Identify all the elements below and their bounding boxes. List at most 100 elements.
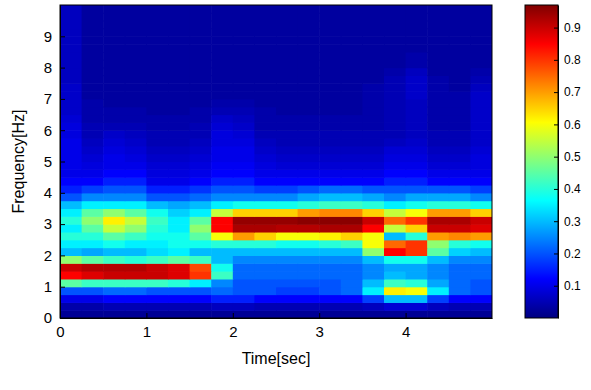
heat-cell (190, 208, 212, 216)
heat-cell (427, 287, 449, 295)
heat-cell (276, 107, 298, 115)
heat-cell (319, 130, 341, 138)
heat-cell (233, 107, 255, 115)
heat-cell (125, 248, 147, 256)
heat-cell (233, 13, 255, 21)
heat-cell (146, 36, 168, 44)
heat-cell (470, 255, 492, 263)
heat-cell (60, 83, 82, 91)
heat-cell (146, 130, 168, 138)
heat-cell (254, 107, 276, 115)
heat-cell (298, 146, 320, 154)
heat-cell (298, 224, 320, 232)
heat-cell (319, 162, 341, 170)
tick-mark (319, 313, 320, 318)
heat-cell (190, 21, 212, 29)
heat-cell (233, 115, 255, 123)
heat-cell (103, 302, 125, 310)
heat-cell (276, 122, 298, 130)
heat-cell (319, 146, 341, 154)
heat-cell (384, 146, 406, 154)
heat-cell (168, 208, 190, 216)
heat-cell (470, 146, 492, 154)
heat-cell (233, 83, 255, 91)
heat-cell (406, 295, 428, 303)
cells (60, 5, 492, 318)
heat-cell (298, 240, 320, 248)
heat-cell (384, 271, 406, 279)
heat-cell (362, 5, 384, 13)
heat-cell (211, 201, 233, 209)
heat-cell (211, 122, 233, 130)
heat-cell (384, 310, 406, 318)
heat-cell (190, 295, 212, 303)
tick-label: 4 (402, 323, 410, 340)
heat-cell (362, 295, 384, 303)
heat-cell (341, 310, 363, 318)
heat-cell (470, 169, 492, 177)
heat-cell (60, 122, 82, 130)
heat-cell (298, 122, 320, 130)
heat-cell (406, 193, 428, 201)
heat-cell (190, 216, 212, 224)
heat-cell (406, 130, 428, 138)
tick-label: 5 (44, 153, 52, 170)
heat-cell (276, 193, 298, 201)
heat-cell (319, 75, 341, 83)
heat-cell (470, 68, 492, 76)
heat-cell (190, 240, 212, 248)
heat-cell (406, 201, 428, 209)
tick: 0.7 (554, 85, 581, 99)
heat-cell (82, 310, 104, 318)
heat-cell (319, 216, 341, 224)
heat-cell (190, 130, 212, 138)
heat-cell (406, 138, 428, 146)
heat-cell (103, 91, 125, 99)
heat-cell (254, 232, 276, 240)
heat-cell (470, 310, 492, 318)
heat-cell (82, 154, 104, 162)
heat-cell (362, 169, 384, 177)
heat-cell (341, 185, 363, 193)
heat-cell (125, 28, 147, 36)
heat-cell (103, 255, 125, 263)
heat-cell (341, 248, 363, 256)
heat-cell (82, 208, 104, 216)
heat-cell (168, 310, 190, 318)
heat-cell (125, 115, 147, 123)
heat-cell (449, 271, 471, 279)
heat-cell (190, 107, 212, 115)
heat-cell (82, 122, 104, 130)
heat-cell (60, 248, 82, 256)
heat-cell (406, 36, 428, 44)
heat-cell (276, 115, 298, 123)
heat-cell (125, 279, 147, 287)
heat-cell (168, 138, 190, 146)
tick-label: 1 (143, 323, 151, 340)
heat-cell (384, 83, 406, 91)
heat-cell (168, 263, 190, 271)
heat-cell (211, 248, 233, 256)
heat-cell (276, 36, 298, 44)
heat-cell (254, 263, 276, 271)
heat-cell (276, 287, 298, 295)
heat-cell (103, 287, 125, 295)
heat-cell (427, 295, 449, 303)
tick: 9 (44, 28, 65, 45)
heat-cell (406, 263, 428, 271)
heat-cell (168, 28, 190, 36)
heat-cell (449, 224, 471, 232)
heat-cell (384, 21, 406, 29)
heat-cell (406, 107, 428, 115)
heat-cell (211, 28, 233, 36)
heat-cell (168, 75, 190, 83)
heat-cell (449, 5, 471, 13)
heat-cell (406, 255, 428, 263)
heat-cell (276, 44, 298, 52)
heat-cell (470, 99, 492, 107)
heat-cell (168, 287, 190, 295)
heat-cell (125, 60, 147, 68)
heat-cell (254, 130, 276, 138)
heat-cell (146, 138, 168, 146)
heat-cell (362, 52, 384, 60)
